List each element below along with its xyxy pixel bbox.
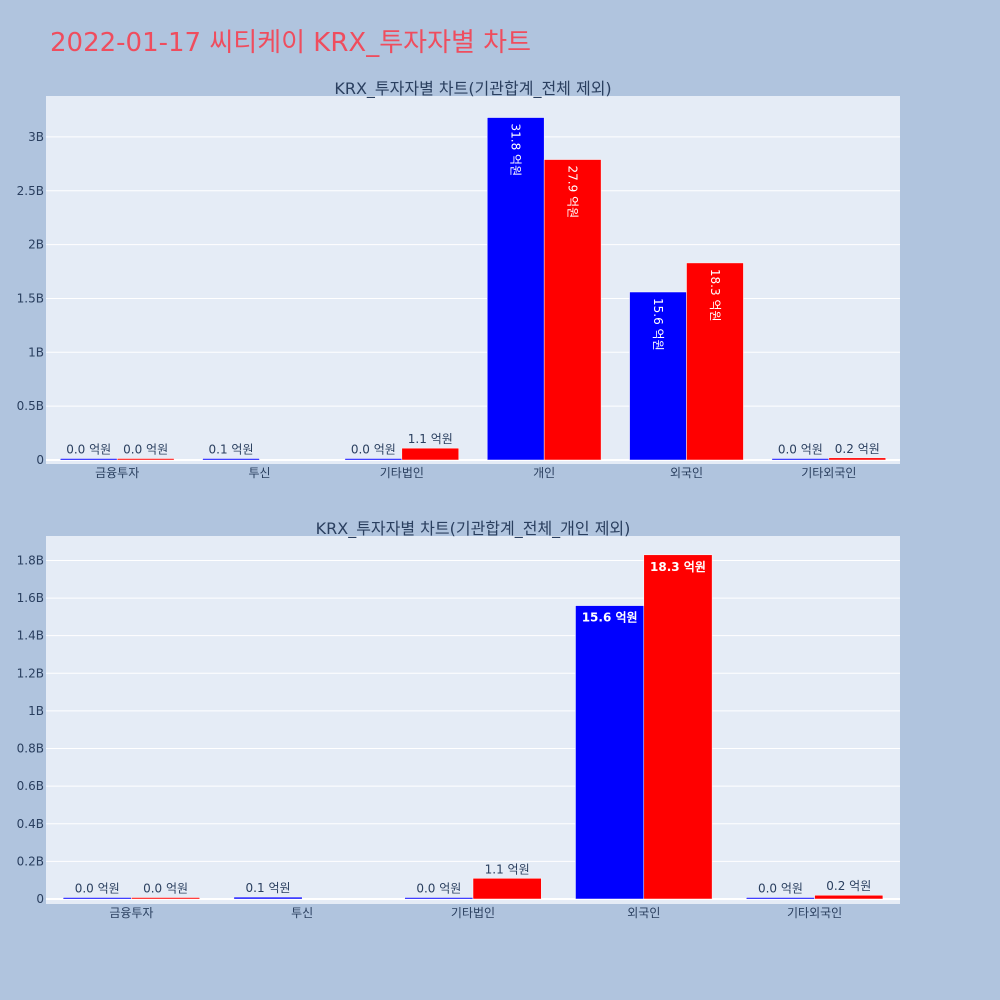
x-tick-label: 외국인 (627, 906, 660, 920)
y-tick-label: 0.2B (17, 854, 44, 868)
y-tick-label: 0 (36, 453, 44, 467)
bar (62, 897, 132, 900)
data-label: 0.1 억원 (209, 443, 254, 457)
y-tick-label: 0.8B (17, 742, 44, 756)
bar (59, 458, 118, 461)
bar (131, 897, 200, 900)
bar (543, 159, 602, 461)
data-label: 0.0 억원 (351, 443, 396, 457)
x-tick-label: 투신 (248, 466, 270, 480)
data-label: 0.0 억원 (143, 882, 188, 896)
bar (746, 897, 815, 900)
data-label: 15.6 억원 (651, 298, 665, 351)
bar (401, 447, 460, 461)
y-tick-label: 1B (28, 345, 44, 359)
bar (404, 897, 474, 900)
y-tick-label: 0 (36, 892, 44, 906)
y-tick-label: 1.8B (17, 553, 44, 567)
x-tick-label: 기타외국인 (801, 466, 856, 480)
x-tick-label: 기타법인 (451, 906, 495, 920)
data-label: 0.0 억원 (778, 443, 823, 457)
y-tick-label: 1.5B (17, 291, 44, 305)
y-tick-label: 0.5B (17, 399, 44, 413)
y-tick-label: 1B (28, 704, 44, 718)
bar (116, 458, 175, 461)
bar (486, 117, 545, 461)
bar (472, 878, 542, 900)
y-tick-label: 1.2B (17, 666, 44, 680)
x-tick-label: 금융투자 (95, 466, 139, 480)
plot-area (46, 536, 900, 904)
y-tick-label: 0.6B (17, 779, 44, 793)
chart-title: KRX_투자자별 차트(기관합계_전체_개인 제외) (316, 519, 631, 539)
x-tick-label: 외국인 (670, 466, 703, 480)
x-tick-label: 금융투자 (109, 906, 153, 920)
bar (771, 458, 830, 461)
y-tick-label: 2B (28, 238, 44, 252)
bar (643, 554, 713, 900)
bar (233, 896, 303, 900)
bar (575, 605, 645, 900)
y-tick-label: 3B (28, 130, 44, 144)
bar (828, 457, 887, 461)
data-label: 0.0 억원 (416, 882, 461, 896)
data-label: 31.8 억원 (509, 124, 523, 177)
data-label: 27.9 억원 (566, 166, 580, 219)
data-label: 0.0 억원 (123, 443, 168, 457)
data-label: 0.1 억원 (246, 881, 291, 895)
bar (344, 458, 403, 461)
y-tick-label: 1.6B (17, 591, 44, 605)
data-label: 0.0 억원 (66, 443, 111, 457)
bar (814, 894, 884, 900)
x-tick-label: 기타외국인 (787, 906, 842, 920)
data-label: 0.2 억원 (826, 879, 871, 893)
data-label: 15.6 억원 (582, 611, 638, 625)
data-label: 18.3 억원 (650, 560, 706, 574)
plot-area (46, 96, 900, 464)
x-tick-label: 기타법인 (380, 466, 424, 480)
y-tick-label: 1.4B (17, 629, 44, 643)
data-label: 0.0 억원 (75, 882, 120, 896)
chart-title: KRX_투자자별 차트(기관합계_전체 제외) (334, 79, 611, 99)
data-label: 1.1 억원 (485, 862, 530, 876)
y-tick-label: 0.4B (17, 817, 44, 831)
data-label: 0.2 억원 (835, 442, 880, 456)
bar (629, 291, 687, 461)
x-tick-label: 투신 (291, 906, 313, 920)
page-title: 2022-01-17 씨티케이 KRX_투자자별 차트 (50, 28, 532, 58)
x-tick-label: 개인 (533, 466, 555, 480)
data-label: 0.0 억원 (758, 882, 803, 896)
data-label: 1.1 억원 (408, 432, 453, 446)
bar (202, 458, 260, 461)
bar (686, 262, 744, 461)
data-label: 18.3 억원 (708, 269, 722, 322)
y-tick-label: 2.5B (17, 184, 44, 198)
